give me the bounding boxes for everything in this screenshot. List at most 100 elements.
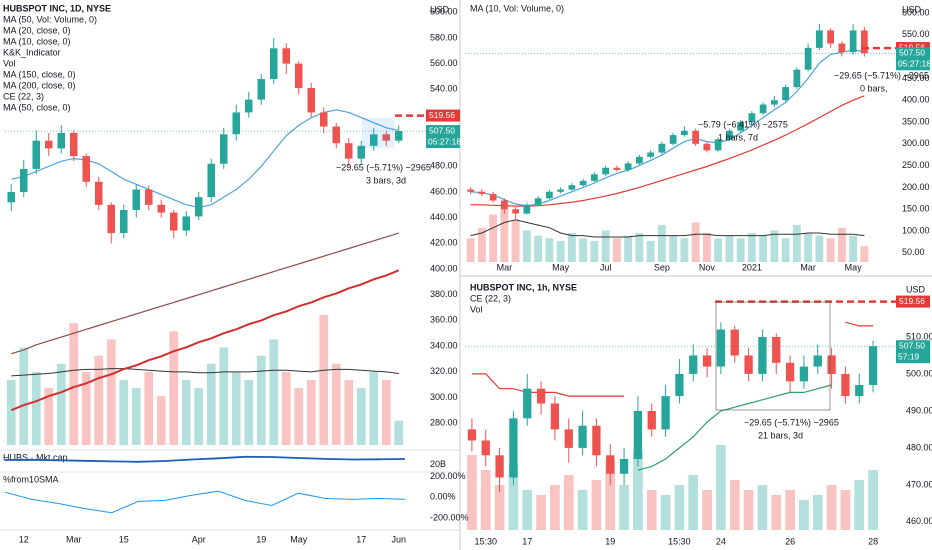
x-tick-label: May	[552, 262, 570, 272]
y-tick-label: 340.00	[430, 340, 458, 350]
candle-body	[467, 429, 477, 441]
volume-bar	[500, 204, 509, 262]
currency-label: USD	[902, 4, 922, 14]
candle-body	[120, 209, 128, 234]
volume-bar	[826, 485, 837, 530]
candle-body	[624, 163, 632, 170]
y-tick-label: 200.00	[902, 182, 930, 192]
x-tick-label: 15:30	[668, 536, 691, 546]
candle-body	[647, 152, 654, 157]
x-tick-label: May	[290, 534, 308, 544]
volume-bar	[31, 371, 41, 445]
candle-body	[799, 366, 809, 382]
x-tick-label: 12	[19, 534, 29, 544]
volume-bar	[494, 485, 505, 530]
candle-body	[345, 143, 353, 159]
candle-body	[295, 63, 303, 89]
candle-body	[523, 204, 531, 214]
candle-body	[647, 410, 656, 430]
candle-body	[613, 167, 621, 170]
candle-body	[661, 396, 670, 430]
measure-annotation: −29.65 (−5.71%) −2965	[834, 70, 929, 80]
candle-body	[602, 167, 609, 175]
volume-bar	[536, 495, 546, 530]
volume-bar	[868, 470, 878, 530]
x-tick-label: 19	[605, 536, 615, 546]
candle-body	[692, 130, 699, 144]
volume-bar	[736, 238, 745, 262]
y-tick-label: 150.00	[902, 204, 930, 214]
volume-bar	[669, 235, 678, 262]
x-tick-label: 15	[119, 534, 129, 544]
volume-bar	[812, 495, 823, 530]
candle-body	[619, 458, 629, 474]
volume-bar	[81, 371, 91, 445]
countdown-label: 05:27:18	[898, 59, 931, 69]
candle-body	[245, 99, 253, 113]
volume-bar	[244, 380, 254, 445]
pane-tick-label: 0.00%	[430, 492, 456, 502]
volume-bar	[633, 450, 643, 530]
volume-bar	[294, 388, 304, 445]
legend-entry: MA (10, Vol: Volume, 0)	[470, 3, 564, 13]
legend-entry: MA (150, close, 0)	[3, 69, 76, 79]
x-tick-label: Mar	[497, 262, 513, 272]
candle-body	[675, 373, 684, 397]
volume-bar	[219, 347, 229, 445]
volume-bar	[619, 485, 629, 530]
pane-line	[4, 490, 406, 514]
candle-body	[45, 140, 53, 149]
candle-body	[758, 336, 767, 374]
last-price-tag	[896, 47, 930, 71]
candle-body	[207, 163, 215, 198]
candle-body	[395, 131, 403, 141]
alert-tag-label: 519.56	[899, 296, 925, 306]
volume-bar	[714, 238, 723, 262]
y-tick-label: 560.00	[430, 58, 458, 68]
candle-body	[220, 134, 228, 164]
legend-entry: CE (22, 3)	[470, 293, 511, 303]
y-tick-label: 300.00	[902, 138, 930, 148]
volume-bar	[702, 490, 712, 530]
last-price-tag	[896, 340, 930, 364]
candle-body	[827, 30, 834, 44]
candle-body	[157, 204, 165, 213]
volume-bar	[6, 380, 16, 445]
x-tick-label: Apr	[192, 534, 206, 544]
volume-bar	[231, 371, 241, 445]
alert-tag-label: 519.56	[429, 110, 455, 120]
candle-body	[382, 134, 390, 141]
pane-title: HUBS · Mkt cap	[3, 452, 68, 462]
y-tick-label: 490.00	[906, 405, 932, 415]
x-tick-label: Nov	[699, 262, 716, 272]
volume-bar	[674, 485, 685, 530]
indicator-line	[470, 95, 865, 207]
last-price-label: 507.50	[899, 340, 925, 350]
x-tick-label: Mar	[66, 534, 82, 544]
candle-body	[257, 79, 265, 100]
volume-bar	[601, 230, 610, 262]
y-tick-label: 550.00	[902, 29, 930, 39]
candle-body	[467, 189, 474, 192]
candle-body	[523, 388, 532, 419]
candle-body	[332, 126, 340, 144]
volume-bar	[660, 495, 671, 530]
candle-body	[838, 43, 846, 53]
volume-bar	[281, 371, 291, 445]
volume-bar	[19, 347, 29, 445]
volume-bar	[799, 500, 809, 530]
candle-body	[132, 189, 140, 210]
volume-ma-line	[11, 368, 399, 377]
y-tick-label: 280.00	[430, 417, 458, 427]
y-tick-label: 380.00	[430, 289, 458, 299]
x-tick-label: May	[845, 262, 863, 272]
volume-bar	[144, 371, 154, 445]
legend-entry: MA (50, close, 0)	[3, 102, 71, 112]
measure-annotation: 1 bars, 7d	[718, 132, 758, 142]
candle-body	[636, 156, 643, 164]
candle-body	[232, 112, 240, 135]
pane-tick-label: 200.00%	[430, 471, 466, 481]
volume-bar	[691, 222, 700, 262]
y-tick-label: 450.00	[902, 73, 930, 83]
